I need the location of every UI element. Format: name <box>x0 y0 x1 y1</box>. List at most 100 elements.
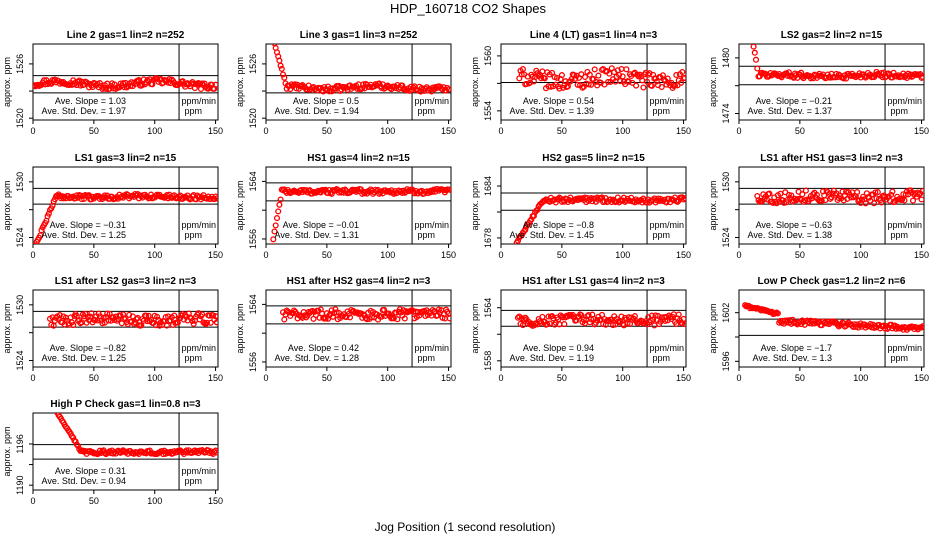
x-tick-label: 50 <box>795 250 805 260</box>
data-point <box>802 187 809 194</box>
x-tick-label: 150 <box>441 373 456 383</box>
data-point <box>578 71 585 78</box>
panel-frame <box>500 166 687 245</box>
x-tick-label: 150 <box>914 373 929 383</box>
data-point <box>143 312 150 319</box>
data-point <box>679 68 686 76</box>
data-point <box>56 312 63 319</box>
data-point <box>281 316 288 323</box>
scatter-series <box>513 194 686 244</box>
std-unit: ppm <box>184 476 202 486</box>
data-point <box>70 322 77 329</box>
data-point <box>918 196 924 203</box>
slope-unit: ppm/min <box>649 96 684 106</box>
x-tick-label: 100 <box>147 496 162 506</box>
data-point <box>586 71 593 78</box>
data-point <box>671 82 679 89</box>
std-unit: ppm <box>652 106 670 116</box>
y-tick-label: 1520 <box>15 108 25 128</box>
y-tick-label: 1684 <box>483 176 493 196</box>
scatter-series <box>270 185 451 244</box>
slope-annotation: Ave. Slope = 0.31 <box>55 466 126 476</box>
y-tick-label: 1190 <box>15 476 25 495</box>
x-tick-label: 150 <box>208 373 223 383</box>
data-point <box>278 65 285 72</box>
x-tick-label: 0 <box>736 250 741 260</box>
scatter-series <box>279 306 451 323</box>
data-point <box>673 71 680 79</box>
x-tick-label: 150 <box>914 126 929 136</box>
panel-frame <box>265 289 452 368</box>
x-tick-label: 0 <box>30 373 35 383</box>
x-tick-label: 100 <box>147 250 162 260</box>
data-point <box>570 72 578 79</box>
scatter-series <box>33 75 218 93</box>
data-point <box>605 78 612 85</box>
data-point <box>651 322 658 329</box>
data-point <box>623 66 630 73</box>
data-point <box>34 81 41 88</box>
y-tick-label: 1196 <box>15 434 25 453</box>
y-tick-label: 1678 <box>483 228 493 248</box>
x-tick-label: 50 <box>89 250 99 260</box>
data-point <box>558 72 565 79</box>
panel-title: HS1 after HS2 gas=4 lin=2 n=3 <box>287 276 431 287</box>
y-tick-label: 1524 <box>15 350 25 370</box>
scatter-series <box>750 34 924 82</box>
data-point <box>272 222 279 229</box>
data-point <box>105 317 112 324</box>
data-point <box>602 321 609 328</box>
data-point <box>329 313 336 320</box>
slope-annotation: Ave. Slope = 0.54 <box>523 96 594 106</box>
panel-frame <box>265 43 452 121</box>
data-point <box>396 306 403 313</box>
y-tick-label: 1524 <box>15 227 25 247</box>
data-point <box>212 193 218 200</box>
x-tick-label: 0 <box>736 126 741 136</box>
slope-annotation: Ave. Slope = −0.63 <box>756 220 832 230</box>
std-annotation: Ave. Std. Dev. = 1.25 <box>42 353 126 363</box>
data-point <box>325 190 332 197</box>
data-point <box>588 195 595 202</box>
data-point <box>618 313 625 320</box>
data-point <box>605 316 612 324</box>
x-tick-label: 100 <box>853 250 868 260</box>
y-axis-label: approx. ppm <box>708 303 718 353</box>
data-point <box>553 74 561 81</box>
chart-panel: HS2 gas=5 lin=2 n=15 0 50 100 150 1678 1684app… <box>470 153 691 260</box>
data-point <box>269 29 274 34</box>
y-axis-label: approx. ppm <box>708 180 718 230</box>
x-tick-label: 100 <box>147 126 162 136</box>
slope-annotation: Ave. Slope = −0.8 <box>523 220 594 230</box>
data-point <box>585 311 592 319</box>
data-point <box>92 317 99 324</box>
y-axis-label: approx. ppm <box>708 57 718 107</box>
x-tick-label: 100 <box>615 126 630 136</box>
data-point <box>401 315 408 322</box>
x-tick-label: 150 <box>208 496 223 506</box>
x-tick-label: 150 <box>441 126 456 136</box>
data-point <box>750 34 755 39</box>
data-point <box>854 189 861 196</box>
panel-frame <box>738 166 925 245</box>
y-tick-label: 1524 <box>721 227 731 247</box>
data-point <box>799 191 806 198</box>
data-point <box>916 191 923 198</box>
data-point <box>363 316 371 323</box>
data-point <box>918 324 924 331</box>
data-point <box>625 78 632 85</box>
data-point <box>616 71 623 79</box>
data-point <box>780 199 788 206</box>
data-point <box>104 310 111 317</box>
chart-panel: Line 2 gas=1 lin=2 n=252 0 50 100 150 1520 152… <box>2 30 223 136</box>
data-point <box>45 210 52 217</box>
x-tick-label: 0 <box>30 126 35 136</box>
scatter-series <box>46 310 218 329</box>
std-unit: ppm <box>652 353 670 363</box>
std-unit: ppm <box>184 230 202 240</box>
x-tick-label: 100 <box>380 250 395 260</box>
data-point <box>270 236 277 243</box>
y-axis-label: approx. ppm <box>470 57 480 107</box>
y-tick-label: 1556 <box>248 229 258 249</box>
data-point <box>279 71 287 78</box>
